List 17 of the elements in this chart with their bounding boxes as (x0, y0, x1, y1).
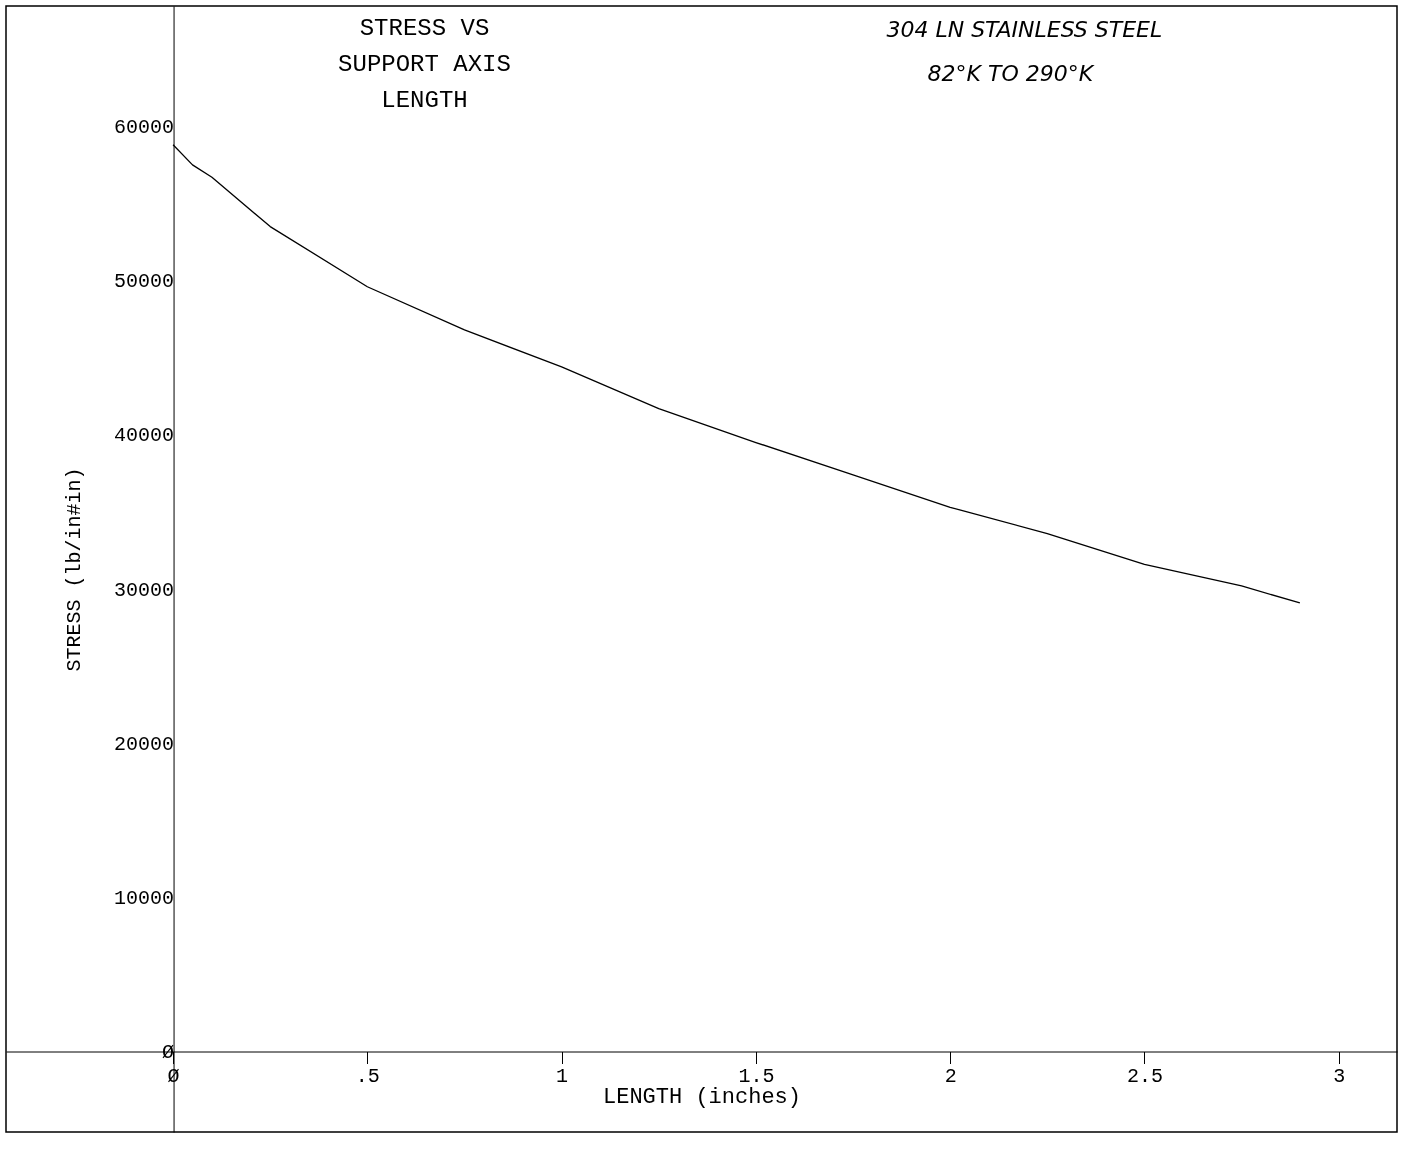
x-tick-label: 1 (556, 1065, 569, 1089)
y-tick-label: 40000 (114, 424, 175, 448)
y-tick-label: 60000 (114, 115, 175, 139)
annotation: 304 LN STAINLESS STEEL (886, 17, 1163, 42)
y-tick-label: 50000 (114, 270, 175, 294)
text: STRESS VS SUPPORT AXIS LENGTH (338, 15, 511, 114)
y-tick-label: 10000 (114, 887, 175, 911)
y-tick-label: Ø (162, 1041, 175, 1065)
x-tick-label: 2.5 (1126, 1065, 1163, 1089)
y-axis-title: STRESS (lb/in#in) (63, 467, 87, 672)
annotation: 82°K TO 290°K (927, 61, 1095, 86)
x-tick-label: 2 (944, 1065, 957, 1089)
x-tick-label: .5 (355, 1065, 380, 1089)
x-tick-label: 3 (1333, 1065, 1346, 1089)
x-axis-title: LENGTH (inches) (602, 1085, 802, 1111)
y-tick-label: 20000 (114, 732, 175, 756)
y-tick-label: 30000 (114, 578, 175, 602)
